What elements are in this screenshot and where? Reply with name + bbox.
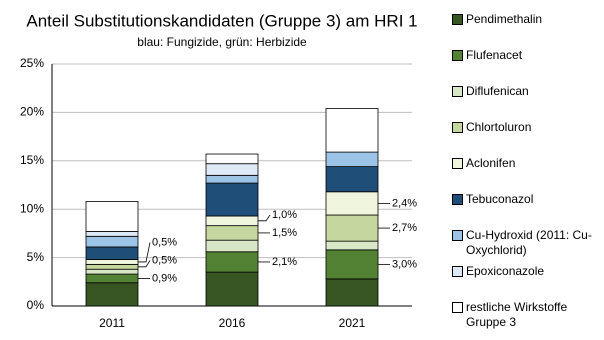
legend-label: Epoxiconazole — [466, 264, 545, 278]
value-label: 0,5% — [152, 236, 177, 248]
legend-label: Diflufenican — [466, 84, 529, 98]
legend-swatch — [452, 194, 463, 205]
bar-segment — [325, 166, 379, 193]
y-tick-label: 20% — [20, 105, 44, 119]
bar-segment — [85, 268, 139, 275]
bar-segment — [85, 235, 139, 248]
bar-segment — [325, 278, 379, 307]
bar-segment — [325, 240, 379, 251]
bar-segment — [325, 214, 379, 242]
legend-swatch — [452, 122, 463, 133]
label-leader — [138, 260, 151, 268]
bar-segment — [205, 225, 259, 241]
legend-label: Flufenacet — [466, 48, 523, 62]
legend-label: Chlortoluron — [466, 120, 532, 134]
y-tick-label: 25% — [20, 56, 44, 70]
value-label: 2,7% — [392, 222, 417, 234]
x-tick-label: 2021 — [339, 316, 366, 330]
legend-swatch — [452, 86, 463, 97]
value-label: 2,4% — [392, 197, 417, 209]
bar-segment — [85, 282, 139, 307]
legend-swatch — [452, 230, 463, 241]
legend-label: Tebuconazol — [466, 192, 534, 206]
bar-segment — [325, 108, 379, 153]
value-label: 1,0% — [272, 209, 297, 221]
legend-swatch — [452, 266, 463, 277]
legend-label: Pendimethalin — [466, 12, 543, 26]
chart-subtitle: blau: Fungizide, grün: Herbizide — [137, 35, 307, 49]
legend-swatch — [452, 158, 463, 169]
label-leader — [258, 214, 271, 222]
legend-label: restliche Wirkstoffe Gruppe 3 — [466, 300, 568, 329]
y-tick-label: 10% — [20, 201, 44, 215]
bar-segment — [205, 271, 259, 307]
bar-segment — [85, 201, 139, 232]
legend-label: Cu-Hydroxid (2011: Cu-Oxychlorid) — [466, 228, 592, 257]
legend-swatch — [452, 50, 463, 61]
legend-swatch — [452, 302, 463, 313]
value-label: 1,5% — [272, 227, 297, 239]
bar-segment — [205, 215, 259, 227]
chart-title: Anteil Substitutionskandidaten (Gruppe 3… — [26, 11, 417, 30]
x-tick-label: 2011 — [99, 316, 125, 330]
y-tick-label: 0% — [27, 298, 45, 312]
bar-segment — [325, 249, 379, 280]
label-leader — [138, 242, 151, 263]
bar-segment — [85, 246, 139, 260]
value-label: 3,0% — [392, 258, 417, 270]
y-tick-label: 15% — [20, 153, 44, 167]
y-tick-label: 5% — [27, 250, 45, 264]
bar-segment — [205, 163, 259, 176]
bar-segment — [85, 259, 139, 265]
bar-segment — [205, 174, 259, 184]
bar-segment — [325, 151, 379, 168]
bar-segment — [85, 263, 139, 270]
bar-segment — [325, 191, 379, 216]
bar-segment — [85, 273, 139, 284]
value-label: 2,1% — [272, 256, 297, 268]
bar-segment — [205, 239, 259, 253]
bar-segment — [205, 251, 259, 273]
bar-segment — [85, 231, 139, 237]
legend-label: Aclonifen — [466, 156, 516, 170]
x-tick-label: 2016 — [219, 316, 246, 330]
bar-segment — [205, 182, 259, 217]
value-label: 0,5% — [152, 254, 177, 266]
bar-segment — [205, 153, 259, 165]
legend-swatch — [452, 14, 463, 25]
value-label: 0,9% — [152, 272, 177, 284]
